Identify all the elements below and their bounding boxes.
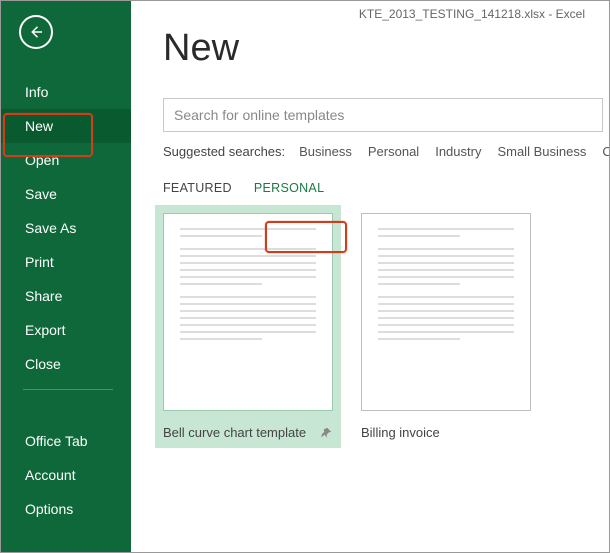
template-name: Bell curve chart template (163, 425, 306, 440)
backstage-sidebar: InfoNewOpenSaveSave AsPrintShareExportCl… (1, 1, 131, 552)
sidebar-item-office-tab[interactable]: Office Tab (1, 424, 131, 458)
arrow-left-icon (27, 23, 45, 41)
sidebar-item-save[interactable]: Save (1, 177, 131, 211)
sidebar-item-options[interactable]: Options (1, 492, 131, 526)
sidebar-item-open[interactable]: Open (1, 143, 131, 177)
pin-icon[interactable] (319, 426, 333, 440)
suggested-link-personal[interactable]: Personal (368, 144, 419, 159)
suggested-label: Suggested searches: (163, 144, 285, 159)
suggested-link-industry[interactable]: Industry (435, 144, 481, 159)
main-panel: KTE_2013_TESTING_141218.xlsx - Excel New… (131, 1, 609, 552)
sidebar-item-account[interactable]: Account (1, 458, 131, 492)
template-thumbnail (361, 213, 531, 411)
sidebar-item-share[interactable]: Share (1, 279, 131, 313)
window-title: KTE_2013_TESTING_141218.xlsx - Excel (359, 7, 585, 21)
sidebar-divider (23, 389, 113, 390)
sidebar-item-info[interactable]: Info (1, 75, 131, 109)
tab-featured[interactable]: FEATURED (163, 181, 232, 195)
template-card[interactable]: Billing invoice (361, 213, 531, 440)
suggested-searches: Suggested searches: Business Personal Indu… (163, 144, 609, 159)
page-title: New (163, 27, 609, 70)
sidebar-item-save-as[interactable]: Save As (1, 211, 131, 245)
sidebar-item-export[interactable]: Export (1, 313, 131, 347)
suggested-link-business[interactable]: Business (299, 144, 352, 159)
back-button[interactable] (19, 15, 53, 49)
search-input[interactable]: Search for online templates (163, 98, 603, 132)
template-card[interactable]: Bell curve chart template (155, 205, 341, 448)
search-placeholder: Search for online templates (174, 107, 344, 123)
suggested-link-calcu[interactable]: Calcu (602, 144, 609, 159)
tab-personal[interactable]: PERSONAL (254, 181, 324, 195)
sidebar-item-print[interactable]: Print (1, 245, 131, 279)
sidebar-item-new[interactable]: New (1, 109, 131, 143)
template-name: Billing invoice (361, 425, 440, 440)
template-thumbnail (163, 213, 333, 411)
sidebar-item-close[interactable]: Close (1, 347, 131, 381)
suggested-link-small-business[interactable]: Small Business (497, 144, 586, 159)
